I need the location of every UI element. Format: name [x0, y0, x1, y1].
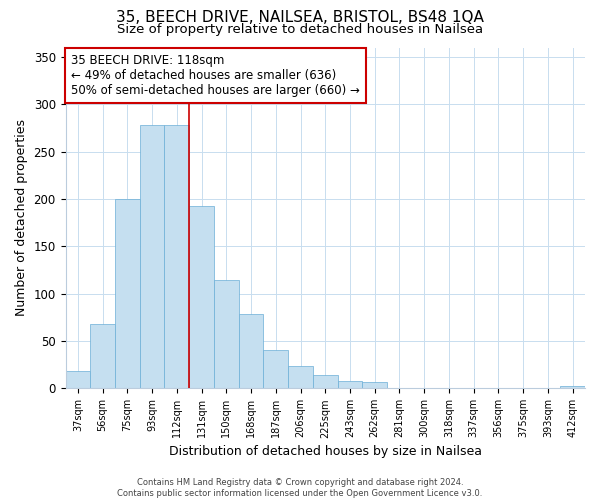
Bar	[115, 199, 140, 388]
Bar	[140, 125, 164, 388]
Bar	[239, 314, 263, 388]
Bar	[560, 386, 585, 388]
Bar	[263, 350, 288, 389]
Bar	[313, 375, 338, 388]
X-axis label: Distribution of detached houses by size in Nailsea: Distribution of detached houses by size …	[169, 444, 482, 458]
Bar	[214, 280, 239, 388]
Bar	[362, 382, 387, 388]
Y-axis label: Number of detached properties: Number of detached properties	[15, 120, 28, 316]
Bar	[90, 324, 115, 388]
Text: Contains HM Land Registry data © Crown copyright and database right 2024.
Contai: Contains HM Land Registry data © Crown c…	[118, 478, 482, 498]
Text: 35, BEECH DRIVE, NAILSEA, BRISTOL, BS48 1QA: 35, BEECH DRIVE, NAILSEA, BRISTOL, BS48 …	[116, 10, 484, 25]
Bar	[288, 366, 313, 388]
Bar	[65, 372, 90, 388]
Bar	[164, 125, 189, 388]
Bar	[189, 206, 214, 388]
Bar	[338, 381, 362, 388]
Text: Size of property relative to detached houses in Nailsea: Size of property relative to detached ho…	[117, 22, 483, 36]
Text: 35 BEECH DRIVE: 118sqm
← 49% of detached houses are smaller (636)
50% of semi-de: 35 BEECH DRIVE: 118sqm ← 49% of detached…	[71, 54, 359, 98]
